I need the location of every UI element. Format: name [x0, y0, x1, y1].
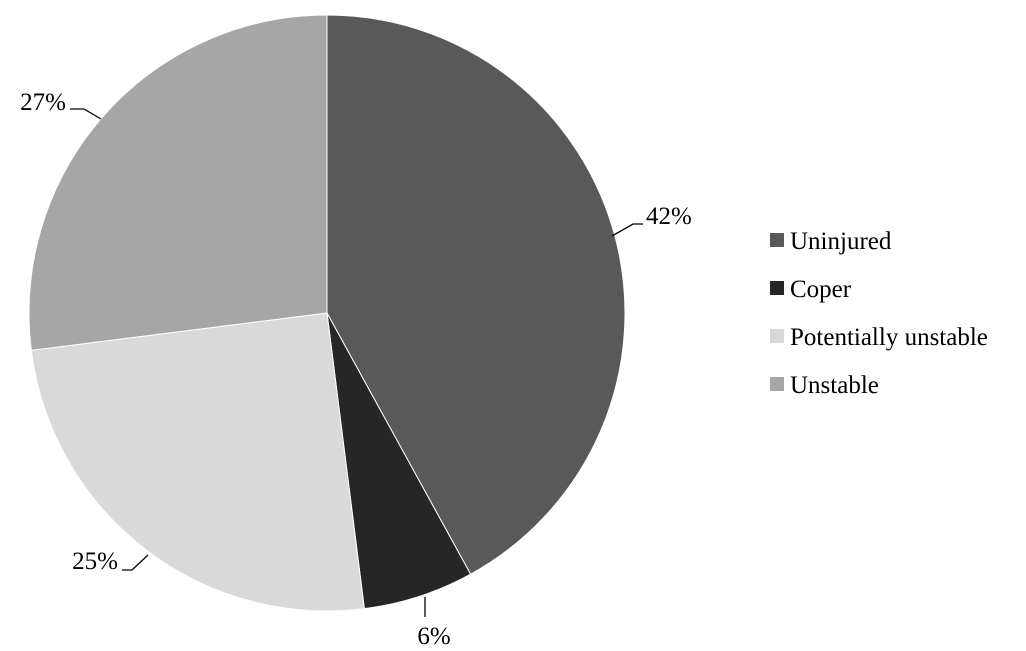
leader-lines [70, 108, 643, 617]
legend-label-unstable: Unstable [790, 372, 879, 399]
legend-item-uninjured: Uninjured [770, 228, 892, 255]
legend-swatch-coper [770, 281, 784, 295]
legend-item-potentially-unstable: Potentially unstable [770, 324, 988, 351]
slice-uninjured [326, 14, 626, 575]
legend-item-unstable: Unstable [770, 372, 879, 399]
legend-item-coper: Coper [770, 276, 852, 303]
data-labels: 42% 6% 25% 27% [20, 89, 692, 650]
slice-unstable [28, 14, 328, 351]
legend-swatch-uninjured [770, 233, 784, 247]
leader-line-uninjured [611, 223, 643, 237]
legend-label-coper: Coper [790, 276, 852, 303]
data-label-uninjured: 42% [646, 203, 692, 230]
data-label-coper: 6% [417, 623, 450, 650]
legend-swatch-potentially-unstable [770, 329, 784, 343]
slice-potentially-unstable [30, 312, 365, 612]
leader-line-unstable [70, 108, 102, 120]
data-label-potentially-unstable: 25% [72, 548, 118, 575]
legend-swatch-unstable [770, 377, 784, 391]
legend: Uninjured Coper Potentially unstable Unstab… [770, 228, 988, 399]
pie-slices [28, 14, 626, 612]
legend-label-potentially-unstable: Potentially unstable [790, 324, 988, 351]
data-label-unstable: 27% [20, 89, 66, 116]
legend-label-uninjured: Uninjured [790, 228, 892, 255]
leader-line-potentially-unstable [122, 554, 149, 571]
